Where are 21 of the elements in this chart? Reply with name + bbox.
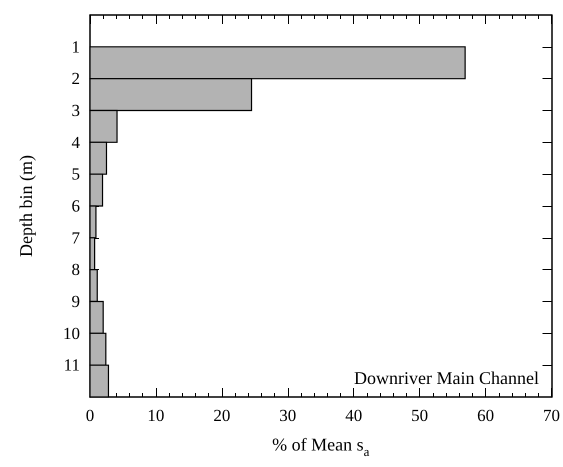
x-tick-label: 40 bbox=[345, 406, 362, 425]
y-tick-label: 5 bbox=[72, 164, 80, 184]
x-tick-label: 70 bbox=[543, 406, 560, 425]
y-tick-label: 2 bbox=[72, 69, 80, 88]
y-tick-label: 4 bbox=[72, 132, 80, 152]
x-tick-label: 0 bbox=[86, 406, 94, 425]
x-tick-label: 50 bbox=[411, 406, 428, 425]
y-tick-label: 1 bbox=[72, 37, 80, 56]
y-tick-label: 3 bbox=[72, 101, 80, 120]
y-tick-label: 6 bbox=[72, 196, 80, 216]
y-tick-label: 10 bbox=[63, 324, 80, 343]
y-axis-title: Depth bin (m) bbox=[16, 155, 36, 257]
annotation: Downriver Main Channel bbox=[354, 368, 540, 388]
x-tick-label: 20 bbox=[213, 406, 230, 425]
x-tick-label: 30 bbox=[279, 406, 296, 425]
y-tick-label: 9 bbox=[72, 292, 80, 311]
y-tick-label: 7 bbox=[72, 228, 80, 248]
x-tick-label: 60 bbox=[477, 406, 494, 425]
y-tick-label: 11 bbox=[64, 356, 80, 375]
y-tick-label: 8 bbox=[72, 260, 80, 280]
x-tick-label: 10 bbox=[147, 406, 164, 425]
